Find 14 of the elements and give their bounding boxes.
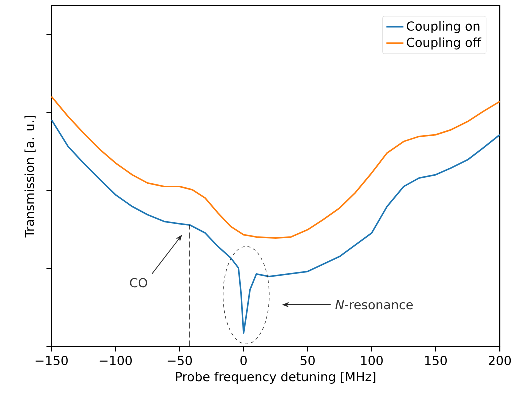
legend-label: Coupling off [407,38,482,50]
annotation: N-resonance [336,300,413,310]
x-tick-label: −150 [36,356,68,366]
annotation: CO [130,278,148,288]
x-tick-label: 200 [489,356,512,366]
x-axis-title: Probe frequency detuning [MHz] [176,372,376,384]
x-tick-label: −50 [168,356,192,366]
x-tick-label: −100 [100,356,132,366]
legend-label: Coupling on [407,21,480,34]
x-tick-label: 50 [300,356,315,366]
x-tick-label: 100 [361,356,383,366]
x-tick-label: 0 [240,356,247,366]
x-tick-label: 150 [425,356,448,366]
y-axis-title: Transmission [a. u.] [24,116,36,238]
